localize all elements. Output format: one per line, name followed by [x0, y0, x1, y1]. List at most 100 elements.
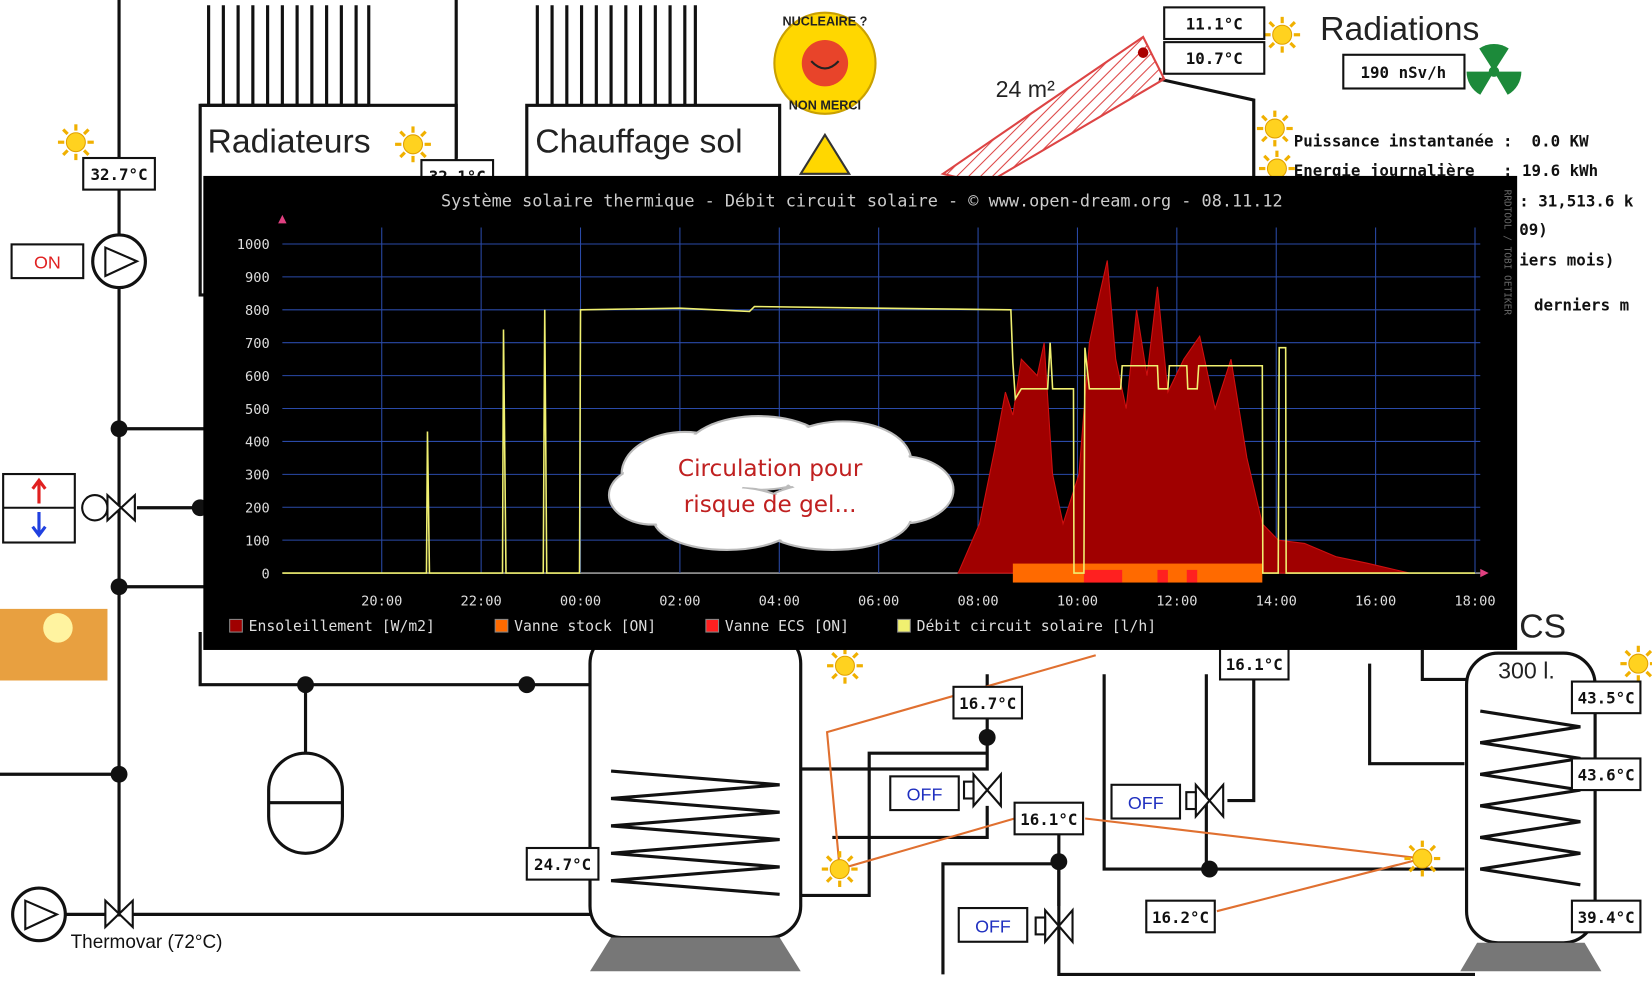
legend-label: Vanne ECS [ON]	[725, 618, 849, 635]
temperature-box	[1218, 646, 1290, 681]
radiation-box	[1342, 53, 1466, 90]
sun-ray	[1289, 20, 1296, 28]
y-tick-label: 0	[261, 566, 269, 582]
y-tick-label: 700	[245, 336, 270, 352]
chauffage-sol-label: Chauffage sol	[535, 123, 742, 161]
y-tick-label: 400	[245, 435, 270, 451]
valves-3way	[962, 771, 1225, 945]
x-tick-label: 12:00	[1156, 594, 1197, 610]
sun-ray	[1624, 670, 1632, 678]
radiateurs-label: Radiateurs	[208, 123, 371, 161]
axis-arrow	[278, 214, 287, 224]
sticker-text-top: NUCLEAIRE ?	[783, 14, 868, 28]
y-tick-label: 1000	[237, 237, 270, 253]
temperature-value: 43.5°C	[1578, 689, 1635, 708]
sun-ray	[1281, 135, 1289, 143]
y-tick-label: 100	[245, 533, 270, 549]
sun-core	[1272, 24, 1293, 45]
temperature-box	[1163, 6, 1266, 41]
temperature-box	[82, 156, 156, 191]
y-tick-label: 800	[245, 303, 270, 319]
chart-watermark: RRDTOOL / TOBI OETIKER	[1501, 190, 1512, 316]
sun-ray	[62, 149, 69, 156]
temperature-value: 16.7°C	[959, 694, 1016, 713]
sun-ray	[825, 876, 833, 883]
radiations-title: Radiations	[1320, 10, 1479, 48]
sun-ray	[1261, 114, 1268, 122]
sun-ray	[1289, 41, 1296, 49]
y-tick-label: 500	[245, 402, 270, 418]
sun-ray	[1645, 670, 1652, 678]
info-line: : 31,513.6 k	[1519, 191, 1634, 210]
chart: Système solaire thermique - Débit circui…	[203, 175, 1518, 650]
sun-ray	[1284, 154, 1291, 162]
sun-core	[834, 655, 855, 676]
x-tick-label: 22:00	[461, 594, 502, 610]
x-tick-label: 08:00	[957, 594, 998, 610]
sun-ray	[1261, 135, 1268, 143]
sun-core	[829, 859, 850, 880]
sun-ray	[420, 130, 427, 138]
sun-ray	[1645, 649, 1652, 657]
legend-label: Vanne stock [ON]	[514, 618, 656, 635]
legend-swatch	[494, 618, 509, 633]
flow-line	[282, 305, 1475, 574]
temperature-box	[525, 846, 600, 881]
legend-label: Ensoleillement [W/m2]	[249, 618, 435, 635]
switch-state: OFF	[907, 785, 943, 805]
sunshine-area	[957, 260, 1410, 574]
sun-icon	[57, 124, 94, 161]
sun-ray	[1408, 844, 1416, 852]
nuclear-sticker	[773, 11, 877, 175]
temperature-value: 16.1°C	[1226, 655, 1283, 674]
temperature-box	[1013, 801, 1085, 836]
legend-swatch	[897, 618, 911, 633]
temperature-value: 43.6°C	[1578, 766, 1635, 785]
sun-ray	[1281, 114, 1289, 122]
sun-ray	[420, 151, 427, 159]
cloud-fill	[755, 484, 910, 548]
sun-ray	[846, 876, 854, 883]
sun-ray	[1429, 865, 1437, 873]
radiation-value: 190 nSv/h	[1361, 63, 1447, 82]
sun-ray	[825, 855, 833, 862]
sun-ray	[82, 149, 90, 156]
sticker-text-bottom: NON MERCI	[789, 99, 861, 113]
tank-volume: 300 l.	[1498, 657, 1555, 683]
x-tick-label: 14:00	[1256, 594, 1297, 610]
thermovar-label: Thermovar (72°C)	[71, 932, 223, 953]
temperature-box	[1570, 757, 1642, 792]
legend-label: Débit circuit solaire [l/h]	[917, 618, 1157, 635]
sun-ray	[1624, 649, 1632, 657]
sun-core	[1412, 848, 1433, 869]
sun-ray	[852, 651, 859, 659]
switch-box	[10, 243, 85, 280]
sun-ray	[846, 855, 854, 862]
switch-box	[1110, 783, 1182, 820]
sun-icon	[827, 647, 863, 684]
info-line: derniers m	[1534, 296, 1629, 315]
sun-icon	[1404, 840, 1441, 877]
valve-indicator	[2, 472, 136, 930]
collector-area: 24 m²	[996, 76, 1055, 102]
info-line: Puissance instantanée : 0.0 KW	[1294, 131, 1589, 150]
temperature-box	[1163, 41, 1266, 75]
x-tick-label: 00:00	[560, 594, 601, 610]
valve-on-band	[1012, 563, 1263, 583]
switch-state: OFF	[975, 916, 1011, 936]
x-tick-label: 10:00	[1057, 594, 1098, 610]
sun-ray	[82, 128, 90, 136]
valve-on-band	[1186, 569, 1198, 583]
sun-ray	[1268, 20, 1276, 28]
temperature-value: 16.2°C	[1152, 908, 1209, 927]
temperature-value: 10.7°C	[1186, 49, 1243, 68]
radiation-symbol	[1466, 43, 1522, 95]
sun-ray	[852, 672, 859, 680]
pump	[11, 233, 147, 943]
temperature-box	[1145, 899, 1216, 934]
tank-buffer	[588, 630, 803, 972]
info-line: Energie journalière : 19.6 kWh	[1294, 161, 1598, 180]
chart-title: Système solaire thermique - Débit circui…	[441, 190, 1283, 210]
y-tick-label: 200	[245, 501, 270, 517]
